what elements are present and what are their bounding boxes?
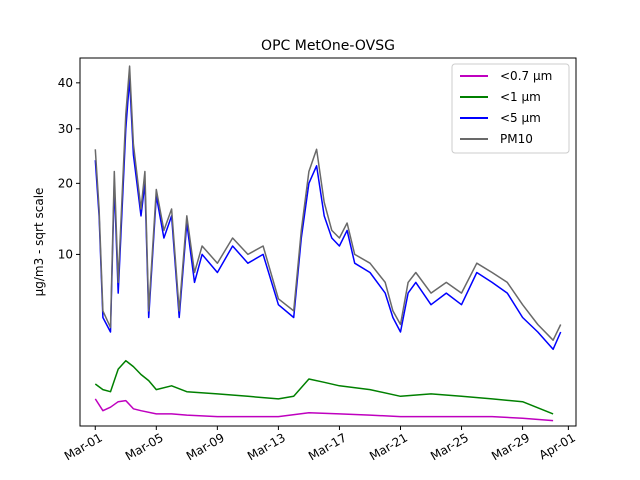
series-line-3 — [94, 65, 562, 341]
legend: <0.7 µm <1 µm <5 µm PM10 — [451, 63, 570, 154]
legend-box — [451, 63, 570, 154]
legend-label-2: <5 µm — [500, 111, 541, 125]
series-line-0 — [94, 398, 554, 422]
y-tick-label-3: 40 — [58, 76, 73, 90]
y-tick-label-2: 30 — [58, 122, 73, 136]
plot-frame — [79, 57, 577, 427]
y-tick-label-0: 10 — [58, 247, 73, 261]
legend-label-3: PM10 — [500, 132, 533, 146]
y-tick-label-1: 20 — [58, 176, 73, 190]
series-line-2 — [94, 77, 562, 351]
legend-label-0: <0.7 µm — [500, 69, 552, 83]
y-axis-label: µg/m3 - sqrt scale — [32, 188, 46, 297]
legend-label-1: <1 µm — [500, 90, 541, 104]
series-line-1 — [94, 359, 554, 415]
chart-title: OPC MetOne-OVSG — [261, 38, 395, 54]
